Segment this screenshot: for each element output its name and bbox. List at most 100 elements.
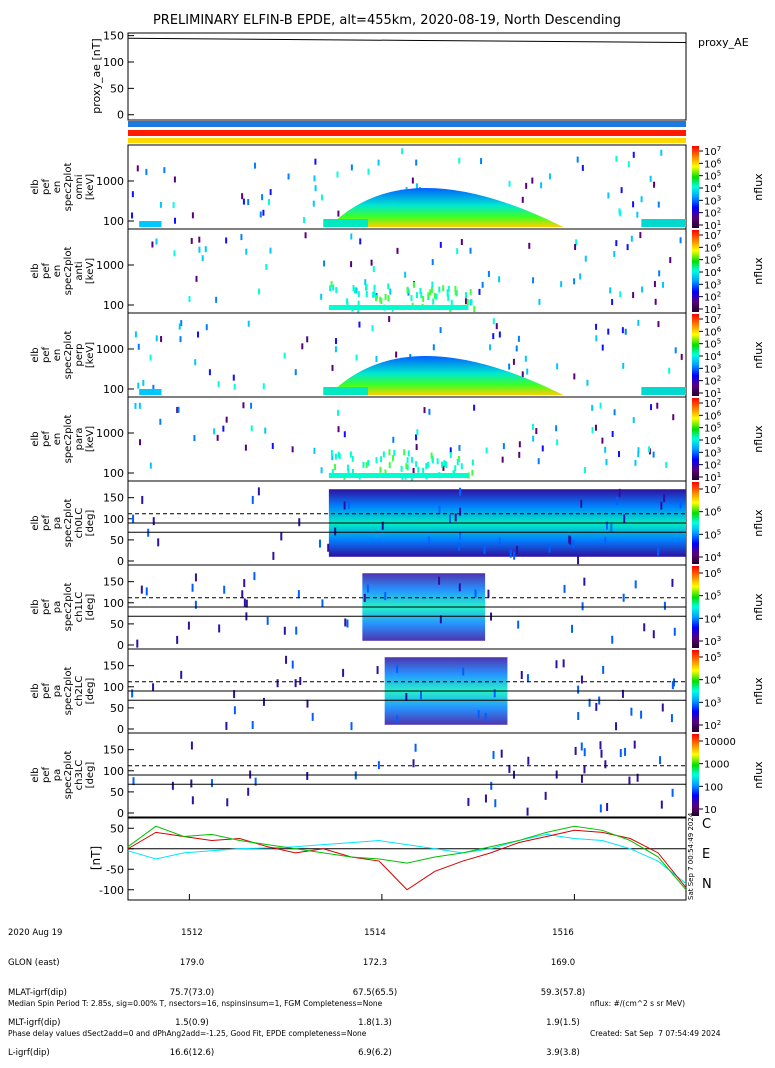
flux-pixel — [509, 549, 512, 558]
flux-pixel — [262, 697, 265, 706]
flux-pixel — [403, 449, 406, 456]
flux-pixel — [487, 589, 490, 598]
flux-pixel — [242, 198, 245, 205]
flux-pixel — [579, 273, 582, 280]
flux-pixel — [594, 424, 597, 431]
db-ytick-label: -50 — [106, 863, 124, 876]
pitch-ytick-label: 50 — [110, 618, 124, 631]
colorbar-tick-label: 104 — [704, 182, 722, 195]
flux-pixel — [141, 495, 144, 504]
flux-pixel — [137, 343, 140, 350]
colorbar-tick-label: 102 — [704, 459, 721, 472]
pitch-ylabel: spec2plot — [63, 667, 74, 716]
flux-pixel — [637, 451, 640, 458]
colorbar-label: nflux — [752, 173, 765, 201]
flux-pixel — [498, 331, 501, 338]
flux-pixel — [584, 467, 587, 474]
db-ylabel: [nT] — [89, 846, 103, 870]
colorbar-tick-label: 103 — [704, 635, 721, 648]
flux-pixel — [419, 287, 422, 294]
flux-pixel — [253, 572, 256, 581]
pitch-ylabel: [deg] — [85, 594, 96, 621]
colorbar-tick-label: 105 — [704, 254, 721, 267]
zone-bar-red — [128, 130, 686, 136]
flux-pixel — [517, 335, 520, 342]
flux-pixel — [365, 462, 368, 469]
pitch-ylabel: [deg] — [85, 678, 96, 705]
flux-pixel — [269, 189, 272, 196]
pitch-ylabel: [deg] — [85, 762, 96, 789]
flux-pixel — [458, 583, 461, 592]
flux-pixel — [492, 318, 495, 325]
flux-pixel — [396, 664, 399, 673]
flux-pixel — [283, 352, 286, 359]
flux-pixel — [560, 281, 563, 288]
flux-pixel — [401, 148, 404, 155]
flux-pixel — [595, 323, 598, 330]
flux-pixel — [459, 507, 462, 516]
footer-value: 3.9(3.8) — [546, 1048, 580, 1058]
flux-pixel — [266, 616, 269, 625]
footer-value: 59.3(57.8) — [540, 988, 586, 998]
flux-pixel — [427, 292, 430, 299]
colorbar-tick-label: 104 — [704, 350, 722, 363]
flux-pixel — [350, 722, 353, 731]
flux-pixel — [415, 292, 418, 299]
flux-pixel — [262, 383, 265, 390]
flux-pixel — [334, 453, 337, 460]
colorbar-tick-label: 102 — [704, 375, 721, 388]
flux-pixel — [611, 298, 614, 305]
colorbar-label: nflux — [752, 341, 765, 369]
flux-pixel — [508, 764, 511, 773]
colorbar-tick-label: 104 — [704, 434, 722, 447]
flux-pixel — [344, 618, 347, 627]
flux-pixel — [323, 260, 326, 267]
flux-pixel — [601, 344, 604, 351]
flux-pixel — [422, 295, 425, 302]
flux-pixel — [350, 233, 353, 240]
flux-pixel — [247, 199, 250, 206]
colorbar-tick-label: 100 — [704, 782, 723, 793]
flux-pixel — [668, 367, 671, 374]
flux-pixel — [280, 532, 283, 541]
flux-pixel — [581, 602, 584, 611]
spectrogram-ylabel: [keV] — [85, 342, 96, 368]
flux-pixel — [604, 446, 607, 453]
flux-pixel — [415, 444, 418, 451]
flux-pixel — [454, 285, 457, 292]
flux-pixel — [469, 247, 472, 254]
colorbar — [692, 482, 699, 564]
pitch-ylabel: [deg] — [85, 510, 96, 537]
flux-pixel — [556, 363, 559, 370]
flux-pixel — [388, 462, 391, 469]
pitch-ylabel: ch1LC — [74, 592, 85, 623]
flux-pixel — [306, 699, 309, 708]
flux-pixel — [620, 187, 623, 194]
flux-pixel — [657, 547, 660, 556]
flux-pixel — [257, 487, 260, 496]
flux-pixel — [180, 670, 183, 679]
flux-pixel — [605, 458, 608, 465]
flux-pixel — [621, 327, 624, 334]
flux-pixel — [410, 456, 413, 463]
flux-pixel — [632, 292, 635, 299]
ae-ytick-label: 150 — [103, 30, 124, 43]
colorbar-tick-label: 10000 — [704, 737, 736, 748]
flux-pixel — [528, 242, 531, 249]
footer-row-label: L-igrf(dip) — [8, 1048, 50, 1058]
flux-pixel — [396, 247, 399, 254]
flux-pixel — [609, 287, 612, 294]
flux-pixel — [389, 288, 392, 295]
flux-pixel — [210, 779, 213, 788]
created-note: Created: Sat Sep 7 07:54:49 2024 — [590, 1029, 721, 1038]
flux-pixel — [458, 444, 461, 451]
flux-pixel — [673, 627, 676, 636]
colorbar-label: nflux — [752, 593, 765, 621]
flux-pixel — [671, 788, 674, 797]
flux-pixel — [640, 710, 643, 719]
flux-pixel — [618, 488, 621, 497]
flux-pixel — [387, 295, 390, 302]
footer-col-3: 1516 169.0 59.3(57.8) 1.9(1.5) 3.9(3.8) — [533, 908, 593, 1068]
flux-pixel — [367, 459, 370, 466]
colorbar-tick-label: 107 — [704, 145, 721, 158]
